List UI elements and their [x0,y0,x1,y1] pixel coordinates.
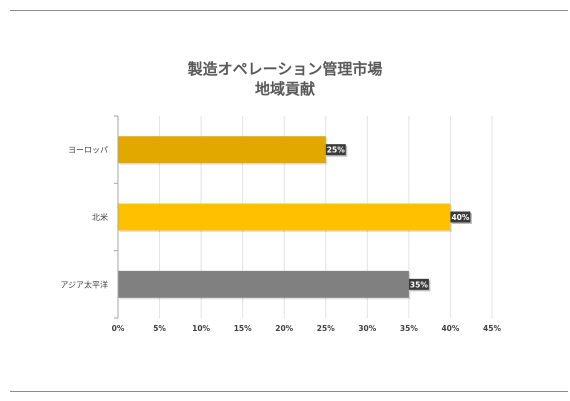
category-label: ヨーロッパ [68,146,108,155]
x-tick-label: 5% [153,324,166,333]
data-label-box [408,278,429,290]
bar-1 [118,136,326,164]
category-label: アジア太平洋 [60,279,108,289]
data-label: 25% [327,146,345,155]
data-labels: 25% 40% 35% [325,144,472,292]
data-label-box [450,211,471,223]
chart-title-line-2: 地域貢献 [254,80,315,98]
chart-title-line-1: 製造オペレーション管理市場 [187,60,383,78]
x-tick-label: 15% [234,324,252,333]
bottom-rule [10,391,568,392]
x-tick-label: 10% [192,324,210,333]
x-tick-label: 40% [441,324,459,333]
data-label: 40% [451,213,469,222]
x-tick-label: 45% [483,324,501,333]
data-label-box [325,144,346,156]
bars [118,136,452,300]
x-tick-label: 20% [275,324,293,333]
bar-2 [118,203,451,231]
data-label: 35% [410,280,428,289]
x-tick-label: 25% [317,324,335,333]
x-tick-label: 0% [112,324,125,333]
x-tick-label: 30% [358,324,376,333]
category-label: 北米 [92,212,108,222]
top-rule [10,10,568,11]
bar-3 [118,270,409,298]
x-tick-label: 35% [400,324,418,333]
x-axis: 0% 5% 10% 15% 20% 25% 30% 35% 40% 45% [112,324,502,333]
